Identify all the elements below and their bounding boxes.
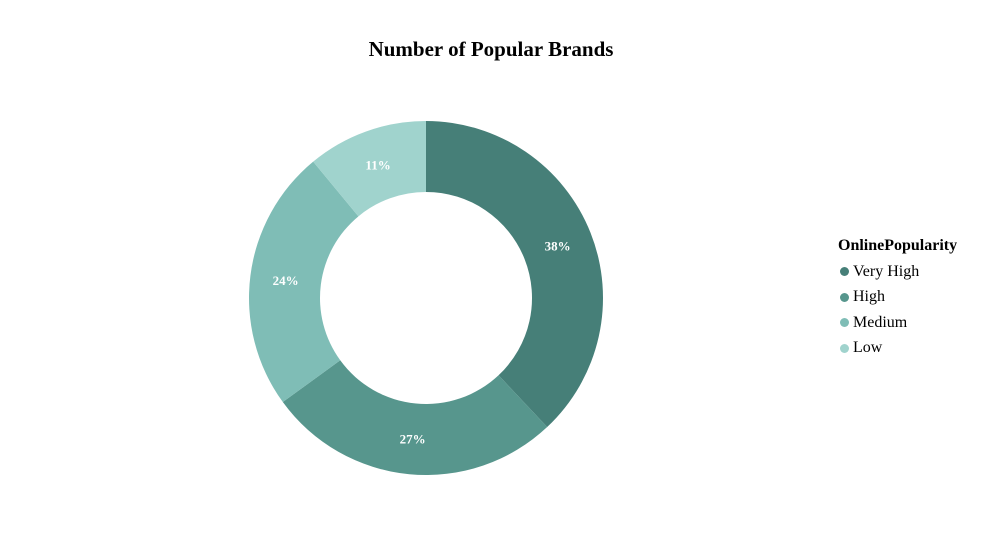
legend-swatch-very-high <box>840 267 849 277</box>
donut-slice-low[interactable] <box>313 121 426 217</box>
slice-label-low: 11% <box>365 157 390 172</box>
legend-label-low: Low <box>853 339 883 357</box>
legend-label-medium: Medium <box>853 313 908 331</box>
legend-item-medium[interactable]: Medium <box>838 310 957 336</box>
legend: OnlinePopularity Very High High Medium L… <box>838 237 957 361</box>
legend-item-low[interactable]: Low <box>838 336 957 362</box>
legend-item-high[interactable]: High <box>838 285 957 311</box>
chart-title: Number of Popular Brands <box>368 37 614 61</box>
legend-swatch-high <box>840 292 849 302</box>
donut-slice-very-high[interactable] <box>426 121 603 428</box>
legend-label-high: High <box>853 288 885 306</box>
legend-swatch-low <box>840 343 849 353</box>
slice-label-medium: 24% <box>273 273 299 288</box>
legend-label-very-high: Very High <box>853 262 920 280</box>
legend-swatch-medium <box>840 318 849 328</box>
donut-slice-medium[interactable] <box>249 161 359 403</box>
legend-title: OnlinePopularity <box>838 237 958 254</box>
slice-label-very-high: 38% <box>545 238 571 253</box>
legend-item-very-high[interactable]: Very High <box>838 259 957 285</box>
slice-label-high: 27% <box>400 431 426 446</box>
donut-slice-high[interactable] <box>282 360 548 476</box>
